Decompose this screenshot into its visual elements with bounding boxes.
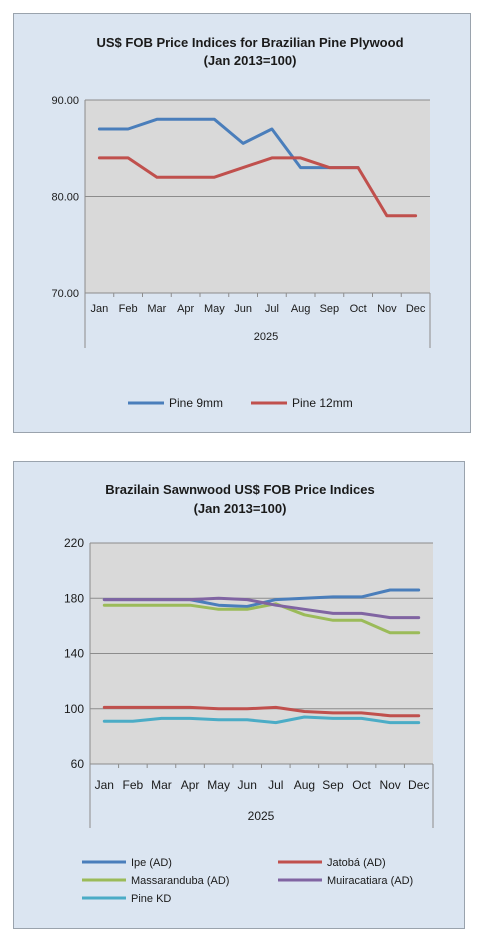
legend-label: Muiracatiara (AD) — [327, 875, 413, 887]
y-tick-label: 90.00 — [51, 95, 79, 107]
series-line — [102, 705, 421, 718]
plywood-chart-svg: US$ FOB Price Indices for Brazilian Pine… — [51, 35, 431, 410]
x-tick-label: Nov — [377, 303, 397, 315]
chart-panel-sawnwood: Brazilain Sawnwood US$ FOB Price Indices… — [13, 461, 465, 929]
x-tick-label: Mar — [147, 303, 166, 315]
chart-subtitle: (Jan 2013=100) — [194, 501, 287, 516]
x-tick-label: Jan — [95, 778, 114, 792]
sawnwood-chart-svg: Brazilain Sawnwood US$ FOB Price Indices… — [64, 482, 434, 905]
legend-label: Pine 9mm — [169, 396, 223, 410]
series-line — [102, 602, 421, 635]
y-tick-label: 220 — [64, 536, 84, 550]
y-tick-label: 60 — [71, 757, 85, 771]
x-tick-label: Nov — [379, 778, 400, 792]
x-axis-label: 2025 — [248, 809, 275, 823]
x-tick-label: Dec — [406, 303, 426, 315]
legend-label: Pine 12mm — [292, 396, 353, 410]
x-tick-label: Feb — [123, 778, 144, 792]
legend-label: Jatobá (AD) — [327, 857, 386, 869]
chart-title: US$ FOB Price Indices for Brazilian Pine… — [96, 35, 403, 50]
y-tick-label: 180 — [64, 591, 84, 605]
series-line — [97, 156, 418, 218]
x-tick-label: Oct — [350, 303, 367, 315]
x-tick-label: Jul — [265, 303, 279, 315]
x-tick-label: Mar — [151, 778, 172, 792]
series-line — [102, 596, 421, 620]
x-tick-label: Aug — [294, 778, 315, 792]
y-tick-label: 80.00 — [51, 192, 79, 204]
y-tick-label: 70.00 — [51, 288, 79, 300]
x-tick-label: Jun — [238, 778, 257, 792]
legend-label: Ipe (AD) — [131, 857, 172, 869]
x-tick-label: Jul — [268, 778, 283, 792]
x-tick-label: May — [207, 778, 230, 792]
x-tick-label: Dec — [408, 778, 429, 792]
x-tick-label: Feb — [119, 303, 138, 315]
x-tick-label: Sep — [320, 303, 340, 315]
chart-panel-plywood: US$ FOB Price Indices for Brazilian Pine… — [13, 13, 471, 433]
chart-subtitle: (Jan 2013=100) — [204, 53, 297, 68]
x-tick-label: Jan — [91, 303, 109, 315]
legend-label: Massaranduba (AD) — [131, 875, 229, 887]
y-tick-label: 100 — [64, 702, 84, 716]
x-tick-label: May — [204, 303, 225, 315]
x-tick-label: Apr — [177, 303, 194, 315]
x-tick-label: Aug — [291, 303, 311, 315]
x-tick-label: Jun — [234, 303, 252, 315]
x-axis-label: 2025 — [254, 331, 278, 343]
x-tick-label: Apr — [181, 778, 200, 792]
series-line — [102, 715, 421, 725]
chart-title: Brazilain Sawnwood US$ FOB Price Indices — [105, 482, 374, 497]
series-line — [97, 117, 360, 170]
x-tick-label: Sep — [322, 778, 344, 792]
y-tick-label: 140 — [64, 647, 84, 661]
legend-label: Pine KD — [131, 893, 171, 905]
x-tick-label: Oct — [352, 778, 371, 792]
